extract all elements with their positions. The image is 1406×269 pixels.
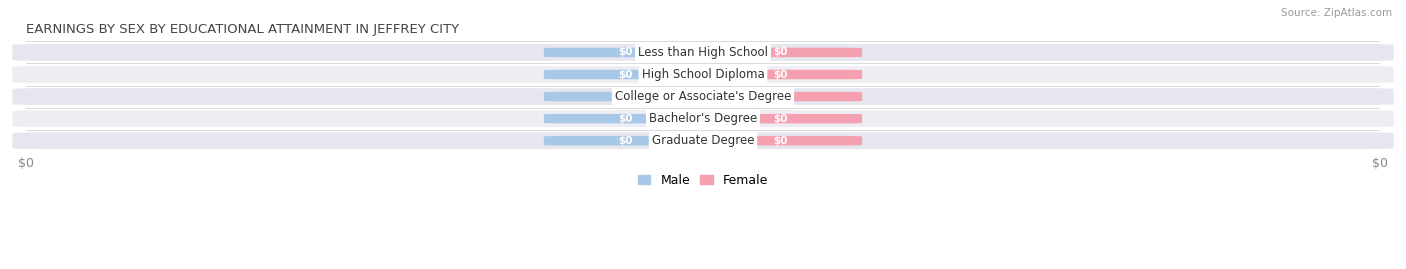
- Text: $0: $0: [773, 47, 789, 58]
- Text: $0: $0: [617, 114, 633, 124]
- Text: $0: $0: [773, 91, 789, 102]
- FancyBboxPatch shape: [13, 110, 1393, 127]
- Text: Less than High School: Less than High School: [638, 46, 768, 59]
- FancyBboxPatch shape: [544, 70, 706, 79]
- FancyBboxPatch shape: [544, 48, 706, 57]
- Text: $0: $0: [617, 91, 633, 102]
- FancyBboxPatch shape: [13, 66, 1393, 83]
- Text: $0: $0: [773, 136, 789, 146]
- FancyBboxPatch shape: [13, 44, 1393, 61]
- FancyBboxPatch shape: [700, 70, 862, 79]
- Text: $0: $0: [617, 136, 633, 146]
- Legend: Male, Female: Male, Female: [633, 169, 773, 192]
- FancyBboxPatch shape: [544, 92, 706, 101]
- FancyBboxPatch shape: [13, 132, 1393, 149]
- Text: $0: $0: [773, 114, 789, 124]
- Text: EARNINGS BY SEX BY EDUCATIONAL ATTAINMENT IN JEFFREY CITY: EARNINGS BY SEX BY EDUCATIONAL ATTAINMEN…: [25, 23, 458, 36]
- Text: Graduate Degree: Graduate Degree: [652, 134, 754, 147]
- FancyBboxPatch shape: [700, 92, 862, 101]
- FancyBboxPatch shape: [700, 48, 862, 57]
- FancyBboxPatch shape: [13, 88, 1393, 105]
- FancyBboxPatch shape: [700, 136, 862, 146]
- Text: Source: ZipAtlas.com: Source: ZipAtlas.com: [1281, 8, 1392, 18]
- Text: $0: $0: [617, 47, 633, 58]
- FancyBboxPatch shape: [700, 114, 862, 123]
- FancyBboxPatch shape: [544, 114, 706, 123]
- Text: $0: $0: [617, 69, 633, 80]
- Text: High School Diploma: High School Diploma: [641, 68, 765, 81]
- Text: College or Associate's Degree: College or Associate's Degree: [614, 90, 792, 103]
- Text: $0: $0: [773, 69, 789, 80]
- Text: Bachelor's Degree: Bachelor's Degree: [650, 112, 756, 125]
- FancyBboxPatch shape: [544, 136, 706, 146]
